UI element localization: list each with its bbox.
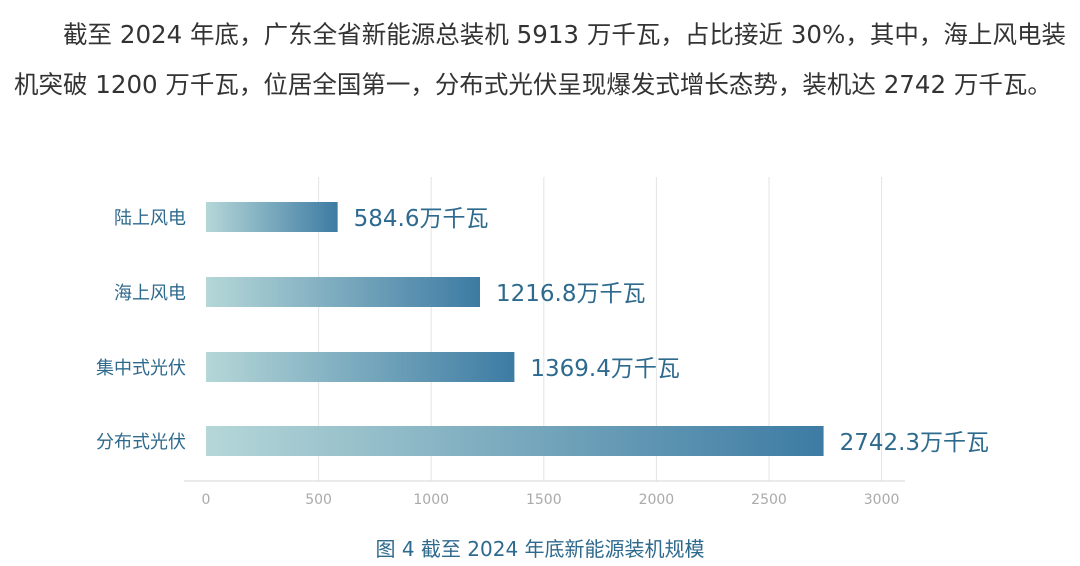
category-label: 海上风电	[114, 283, 186, 304]
x-tick-label: 2500	[751, 492, 787, 508]
category-label: 集中式光伏	[96, 358, 186, 379]
bar	[206, 202, 338, 232]
x-tick-label: 500	[305, 492, 332, 508]
category-label: 分布式光伏	[96, 432, 186, 453]
article-paragraph: 截至 2024 年底，广东全省新能源总装机 5913 万千瓦，占比接近 30%，…	[14, 20, 1066, 99]
category-label: 陆上风电	[114, 208, 186, 229]
figure-caption: 图 4 截至 2024 年底新能源装机规模	[375, 537, 705, 561]
bar	[206, 277, 481, 307]
data-label: 2742.3万千瓦	[840, 430, 989, 456]
data-label: 1369.4万千瓦	[530, 356, 679, 382]
x-tick-label: 0	[202, 492, 211, 508]
bar	[206, 352, 515, 382]
bar	[206, 426, 824, 456]
x-tick-label: 2000	[639, 492, 675, 508]
x-tick-label: 3000	[864, 492, 900, 508]
data-label: 584.6万千瓦	[354, 206, 489, 232]
x-axis-tick-labels: 0 500 1000 1500 2000 2500 3000	[202, 492, 900, 508]
x-tick-label: 1000	[413, 492, 449, 508]
gridlines	[184, 177, 905, 482]
data-label: 1216.8万千瓦	[496, 281, 645, 307]
x-tick-label: 1500	[526, 492, 562, 508]
